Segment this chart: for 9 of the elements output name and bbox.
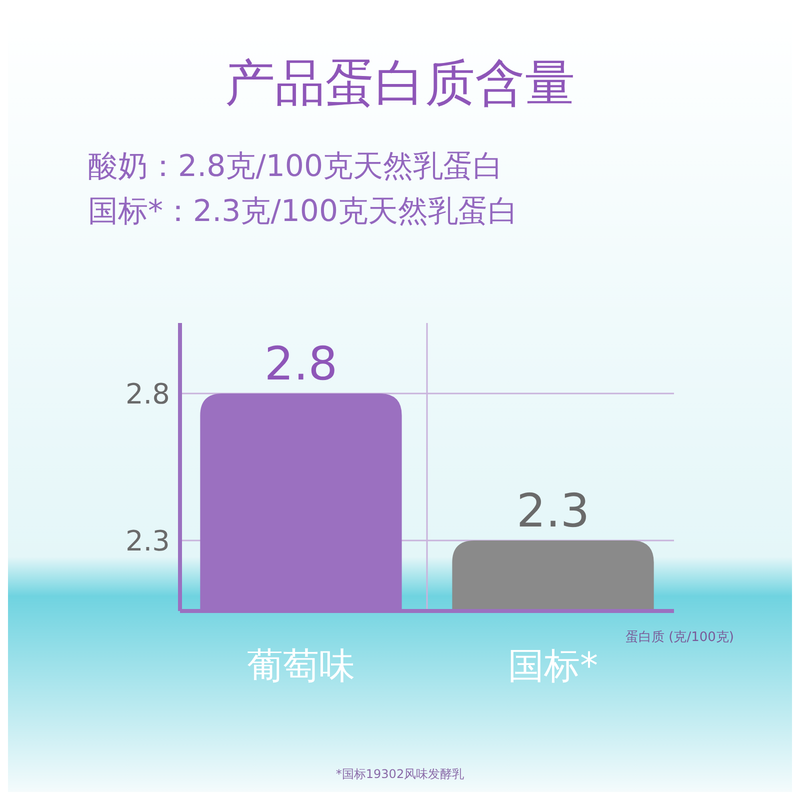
x-tick-label: 国标* (508, 646, 598, 687)
x-axis-title: 蛋白质 (克/100克) (626, 630, 734, 645)
x-tick-label: 葡萄味 (246, 646, 355, 687)
text: *国标19302风味发酵乳 (336, 767, 464, 781)
chart-title: 产品蛋白质含量 (225, 54, 575, 112)
text: 国标*：2.3克/100克天然乳蛋白 (88, 194, 518, 229)
data-label: 2.3 (516, 483, 590, 538)
text: 酸奶：2.8克/100克天然乳蛋白 (88, 149, 504, 184)
data-label: 2.8 (264, 336, 338, 391)
